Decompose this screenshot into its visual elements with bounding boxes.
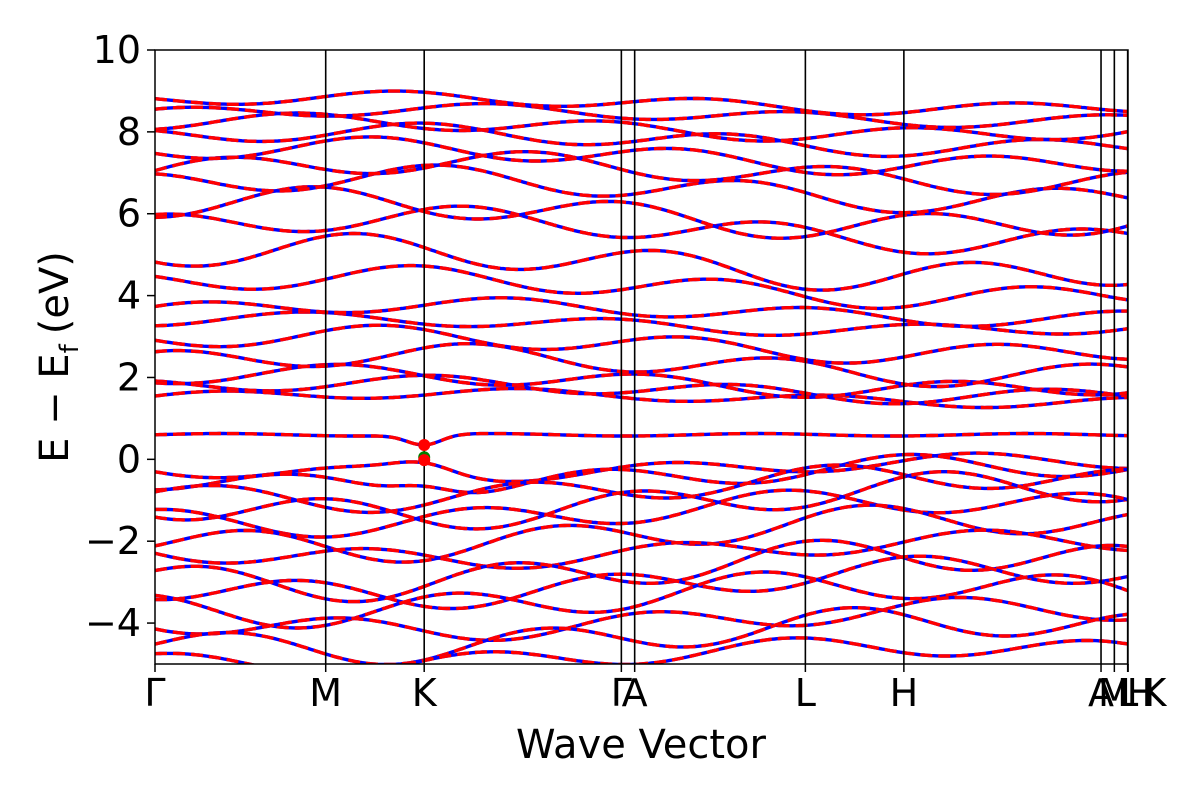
markers-layer bbox=[418, 439, 431, 467]
band-line-red bbox=[155, 163, 1128, 215]
band-line-red bbox=[155, 373, 1128, 406]
y-tick-label: 8 bbox=[117, 110, 141, 154]
y-tick-label: −4 bbox=[85, 601, 141, 645]
band-line-red bbox=[155, 111, 1128, 143]
y-axis-label-main: E − E bbox=[32, 353, 78, 463]
x-tick-label: A bbox=[622, 671, 648, 715]
y-tick-label: 10 bbox=[93, 28, 141, 72]
band-line-red bbox=[155, 554, 1128, 611]
y-axis-ticks: 10 8 6 4 2 0 −2 −4 bbox=[85, 28, 155, 645]
x-tick-label: M bbox=[1098, 671, 1131, 715]
band-line-red bbox=[155, 595, 1128, 642]
band-line-red bbox=[155, 121, 1128, 159]
band-line-red bbox=[155, 463, 1128, 515]
band-line-red bbox=[155, 342, 1128, 389]
band-line-red bbox=[155, 296, 1128, 328]
plot-frame bbox=[154, 49, 1129, 665]
x-tick-label: L bbox=[1117, 671, 1138, 715]
x-tick-label: M bbox=[309, 671, 342, 715]
x-tick-label: H bbox=[890, 671, 919, 715]
band-line-red bbox=[155, 470, 1128, 531]
band-line-red bbox=[155, 386, 1128, 410]
band-line-red bbox=[155, 101, 1128, 130]
band-line-red bbox=[155, 606, 1128, 664]
band-line-red bbox=[155, 503, 1128, 564]
x-tick-label: L bbox=[795, 671, 816, 715]
x-tick-label: A bbox=[1088, 671, 1114, 715]
band-line-red bbox=[155, 538, 1128, 604]
y-axis-label-sub: f bbox=[55, 343, 85, 353]
band-line-red bbox=[155, 263, 1128, 311]
band-line-red bbox=[155, 150, 1128, 197]
band-line-red bbox=[155, 89, 1128, 117]
y-axis-label: E − Ef (eV) bbox=[32, 251, 85, 463]
band-line-red bbox=[155, 323, 1128, 365]
x-tick-label: K bbox=[1142, 671, 1168, 715]
band-line-red bbox=[155, 528, 1128, 570]
y-tick-label: 0 bbox=[117, 437, 141, 481]
band-extremum-marker bbox=[418, 454, 431, 467]
y-tick-label: 2 bbox=[117, 355, 141, 399]
band-line-red bbox=[155, 452, 1128, 495]
y-tick-label: 4 bbox=[117, 274, 141, 318]
band-line-red bbox=[155, 431, 1128, 447]
x-tick-label: Γ bbox=[611, 671, 632, 715]
y-axis-label-unit: (eV) bbox=[32, 251, 78, 334]
x-tick-label: K bbox=[412, 671, 438, 715]
x-tick-label: H bbox=[1127, 671, 1156, 715]
band-line-red bbox=[155, 204, 1128, 256]
band-line-red bbox=[155, 135, 1128, 177]
band-extremum-marker bbox=[418, 439, 431, 452]
x-axis-label: Wave Vector bbox=[516, 722, 767, 768]
band-line-red bbox=[155, 570, 1128, 630]
band-line-red bbox=[155, 451, 1128, 484]
y-tick-label: −2 bbox=[85, 519, 141, 563]
band-line-red bbox=[155, 231, 1128, 292]
bands-layer bbox=[155, 89, 1128, 664]
x-tick-label: Γ bbox=[144, 671, 165, 715]
svg-text:E − Ef(eV): E − Ef (eV) bbox=[32, 251, 85, 463]
y-tick-label: 6 bbox=[117, 192, 141, 236]
band-line-red bbox=[155, 488, 1128, 539]
